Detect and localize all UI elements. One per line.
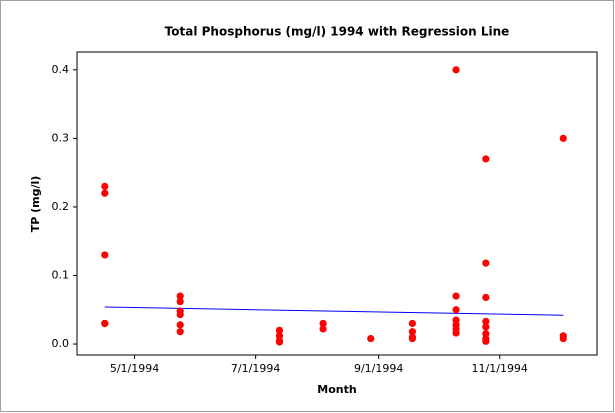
data-point xyxy=(408,334,417,343)
data-point xyxy=(482,293,490,302)
chart-title: Total Phosphorus (mg/l) 1994 with Regres… xyxy=(165,25,510,39)
data-point xyxy=(482,317,490,326)
y-axis-label: TP (mg/l) xyxy=(29,176,42,233)
x-tick-label: 5/1/1994 xyxy=(110,362,159,375)
x-tick-label: 7/1/1994 xyxy=(231,362,280,375)
data-point xyxy=(452,66,460,74)
data-point xyxy=(176,292,184,300)
data-point xyxy=(559,134,567,142)
y-tick-label: 0.2 xyxy=(52,200,70,213)
data-point xyxy=(176,328,184,336)
data-point xyxy=(482,337,490,345)
data-point xyxy=(176,321,184,329)
data-point xyxy=(367,334,375,343)
x-tick-label: 11/1/1994 xyxy=(472,362,528,375)
plot-area xyxy=(76,51,598,356)
data-point xyxy=(452,329,460,337)
y-tick-label: 0.0 xyxy=(52,337,70,350)
data-point xyxy=(452,292,460,300)
data-point xyxy=(319,319,327,328)
data-point xyxy=(275,326,284,334)
data-point xyxy=(176,310,184,319)
y-tick-label: 0.4 xyxy=(52,63,70,76)
y-tick-label: 0.1 xyxy=(52,268,70,281)
data-point xyxy=(408,319,417,328)
data-point xyxy=(101,189,109,197)
data-point xyxy=(482,323,490,331)
x-axis-label: Month xyxy=(317,383,356,396)
data-point xyxy=(408,328,417,336)
data-point xyxy=(101,251,109,259)
data-point xyxy=(101,182,109,190)
data-point xyxy=(319,325,327,333)
data-point xyxy=(101,319,109,328)
data-point xyxy=(176,297,184,306)
data-point xyxy=(482,155,490,163)
data-point xyxy=(452,306,460,314)
y-tick-label: 0.3 xyxy=(52,131,70,144)
data-point xyxy=(559,334,567,343)
data-point xyxy=(275,338,284,346)
x-tick-label: 9/1/1994 xyxy=(354,362,403,375)
data-point xyxy=(482,259,490,267)
